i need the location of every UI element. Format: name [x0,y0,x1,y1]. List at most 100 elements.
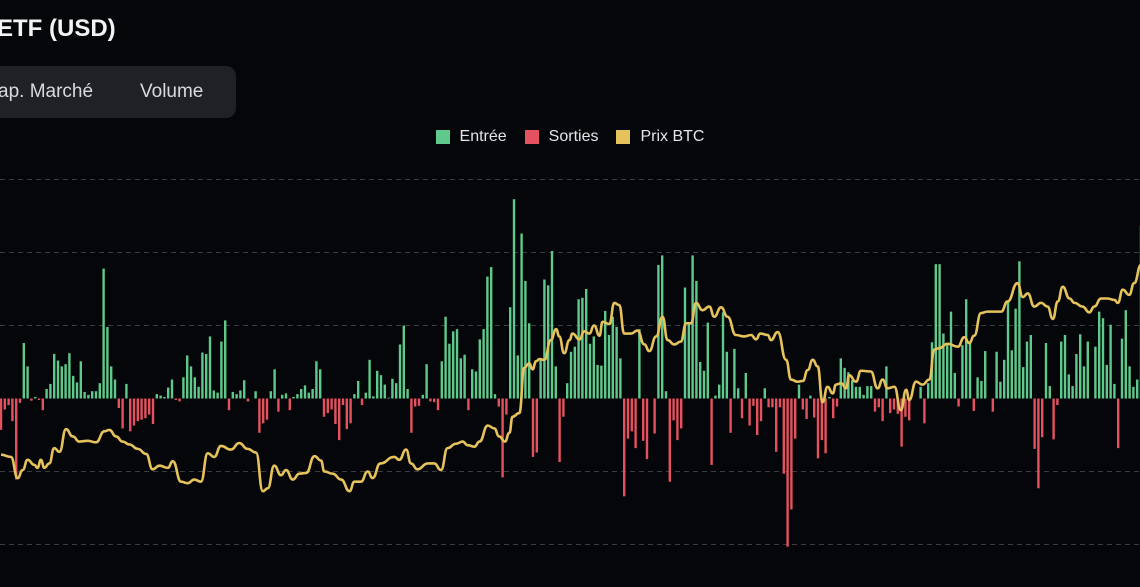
inflow-bar[interactable] [528,323,531,399]
inflow-bar[interactable] [1003,359,1006,399]
outflow-bar[interactable] [623,398,626,497]
outflow-bar[interactable] [433,398,436,403]
inflow-bar[interactable] [281,394,284,399]
inflow-bar[interactable] [1067,374,1070,399]
inflow-bar[interactable] [691,255,694,399]
inflow-bar[interactable] [353,394,356,399]
outflow-bar[interactable] [467,398,470,411]
inflow-bar[interactable] [1029,334,1032,399]
inflow-bar[interactable] [254,391,257,399]
inflow-bar[interactable] [1048,386,1051,399]
outflow-bar[interactable] [326,398,329,414]
outflow-bar[interactable] [148,398,151,415]
outflow-bar[interactable] [778,398,782,408]
inflow-bar[interactable] [1132,386,1135,399]
inflow-bar[interactable] [239,390,242,399]
outflow-bar[interactable] [645,398,649,460]
inflow-bar[interactable] [1006,300,1010,399]
inflow-bar[interactable] [482,329,485,399]
inflow-bar[interactable] [1063,334,1067,399]
outflow-bar[interactable] [991,398,994,412]
inflow-bar[interactable] [512,199,516,399]
inflow-bar[interactable] [1120,338,1124,399]
outflow-bar[interactable] [417,398,421,406]
inflow-bar[interactable] [516,355,519,399]
inflow-bar[interactable] [56,360,60,399]
inflow-bar[interactable] [72,375,75,399]
legend-item-price[interactable]: Prix BTC [616,128,704,146]
inflow-bar[interactable] [687,323,690,399]
inflow-bar[interactable] [406,389,409,399]
inflow-bar[interactable] [828,397,831,399]
outflow-bar[interactable] [330,398,333,410]
inflow-bar[interactable] [607,334,611,399]
inflow-bar[interactable] [49,383,52,399]
inflow-bar[interactable] [163,397,166,399]
inflow-bar[interactable] [201,352,204,399]
outflow-bar[interactable] [429,398,432,402]
btc-price-line[interactable] [0,264,1140,493]
inflow-bar[interactable] [592,336,595,399]
outflow-bar[interactable] [410,398,413,433]
inflow-bar[interactable] [372,396,375,399]
inflow-bar[interactable] [520,233,523,399]
inflow-bar[interactable] [421,394,424,399]
inflow-bar[interactable] [984,351,987,399]
inflow-bar[interactable] [284,393,288,399]
inflow-bar[interactable] [68,353,71,399]
legend-item-inflow[interactable]: Entrée [435,128,507,146]
inflow-bar[interactable] [683,287,687,399]
inflow-bar[interactable] [75,382,79,399]
inflow-bar[interactable] [919,386,922,399]
inflow-bar[interactable] [995,351,998,399]
inflow-bar[interactable] [949,311,953,399]
outflow-bar[interactable] [558,398,561,463]
inflow-bar[interactable] [604,310,607,399]
inflow-bar[interactable] [721,312,725,399]
outflow-bar[interactable] [30,398,33,401]
inflow-bar[interactable] [577,299,580,399]
inflow-bar[interactable] [1098,311,1101,399]
inflow-bar[interactable] [307,392,310,399]
outflow-bar[interactable] [360,398,364,406]
inflow-bar[interactable] [113,379,117,399]
inflow-bar[interactable] [60,366,63,399]
outflow-bar[interactable] [345,398,348,430]
inflow-bar[interactable] [193,377,196,399]
outflow-bar[interactable] [835,398,839,407]
outflow-bar[interactable] [341,398,345,406]
inflow-bar[interactable] [478,339,481,399]
inflow-bar[interactable] [934,264,937,399]
inflow-bar[interactable] [34,397,37,399]
inflow-bar[interactable] [862,394,865,399]
inflow-bar[interactable] [1018,261,1021,399]
outflow-bar[interactable] [672,398,675,421]
outflow-bar[interactable] [729,398,732,433]
outflow-bar[interactable] [144,398,147,419]
inflow-bar[interactable] [208,336,212,399]
inflow-bar[interactable] [296,394,299,399]
outflow-bar[interactable] [801,398,804,410]
outflow-bar[interactable] [1052,398,1055,440]
inflow-bar[interactable] [885,366,888,399]
outflow-bar[interactable] [680,398,683,429]
inflow-bar[interactable] [1010,350,1013,399]
inflow-bar[interactable] [493,394,497,399]
inflow-bar[interactable] [224,320,227,399]
inflow-bar[interactable] [927,383,930,399]
inflow-bar[interactable] [205,353,208,399]
inflow-bar[interactable] [364,392,367,399]
outflow-bar[interactable] [957,398,960,407]
inflow-bar[interactable] [170,379,174,399]
outflow-bar[interactable] [904,398,907,417]
inflow-bar[interactable] [847,372,850,399]
outflow-bar[interactable] [820,398,823,441]
inflow-bar[interactable] [638,329,641,399]
inflow-bar[interactable] [300,389,303,399]
inflow-bar[interactable] [220,341,223,399]
outflow-bar[interactable] [786,398,789,547]
outflow-bar[interactable] [1117,398,1120,449]
inflow-bar[interactable] [197,386,200,399]
outflow-bar[interactable] [881,398,884,422]
inflow-bar[interactable] [486,276,489,399]
